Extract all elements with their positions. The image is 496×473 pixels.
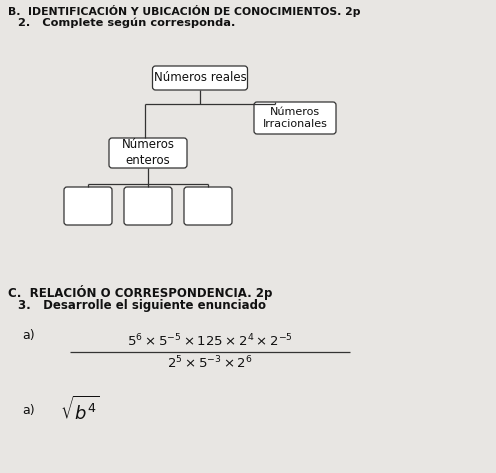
Text: 3.   Desarrolle el siguiente enunciado: 3. Desarrolle el siguiente enunciado xyxy=(18,299,266,312)
Text: 2.   Complete según corresponda.: 2. Complete según corresponda. xyxy=(18,18,236,28)
FancyBboxPatch shape xyxy=(254,102,336,134)
Text: B.  IDENTIFICACIÓN Y UBICACIÓN DE CONOCIMIENTOS. 2p: B. IDENTIFICACIÓN Y UBICACIÓN DE CONOCIM… xyxy=(8,5,361,17)
FancyBboxPatch shape xyxy=(124,187,172,225)
Text: $\sqrt{b^4}$: $\sqrt{b^4}$ xyxy=(60,396,100,424)
FancyBboxPatch shape xyxy=(109,138,187,168)
Text: $2^5 \times 5^{-3} \times 2^6$: $2^5 \times 5^{-3} \times 2^6$ xyxy=(167,355,253,372)
FancyBboxPatch shape xyxy=(184,187,232,225)
Text: $5^6 \times 5^{-5} \times 125 \times 2^4 \times 2^{-5}$: $5^6 \times 5^{-5} \times 125 \times 2^4… xyxy=(127,333,293,349)
Text: Números
Irracionales: Números Irracionales xyxy=(262,107,327,129)
FancyBboxPatch shape xyxy=(152,66,248,90)
Text: Números
enteros: Números enteros xyxy=(122,139,175,167)
Text: C.  RELACIÓN O CORRESPONDENCIA. 2p: C. RELACIÓN O CORRESPONDENCIA. 2p xyxy=(8,285,272,300)
FancyBboxPatch shape xyxy=(64,187,112,225)
Text: Números reales: Números reales xyxy=(154,71,247,85)
Text: a): a) xyxy=(22,403,35,417)
Text: a): a) xyxy=(22,329,35,342)
